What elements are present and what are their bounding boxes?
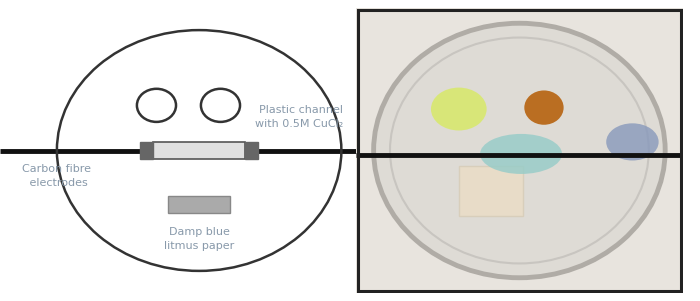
Bar xyxy=(246,142,258,159)
Bar xyxy=(141,142,153,159)
Bar xyxy=(153,142,246,159)
Ellipse shape xyxy=(431,88,486,131)
Text: Damp blue
litmus paper: Damp blue litmus paper xyxy=(164,227,234,251)
Text: Carbon fibre
 electrodes: Carbon fibre electrodes xyxy=(22,164,92,188)
Ellipse shape xyxy=(606,123,659,160)
Circle shape xyxy=(524,90,564,125)
Bar xyxy=(458,166,523,216)
Text: Plastic channel
with 0.5M CuCl₂: Plastic channel with 0.5M CuCl₂ xyxy=(255,105,343,129)
Circle shape xyxy=(374,23,665,278)
Ellipse shape xyxy=(480,134,562,174)
Bar xyxy=(168,197,230,213)
